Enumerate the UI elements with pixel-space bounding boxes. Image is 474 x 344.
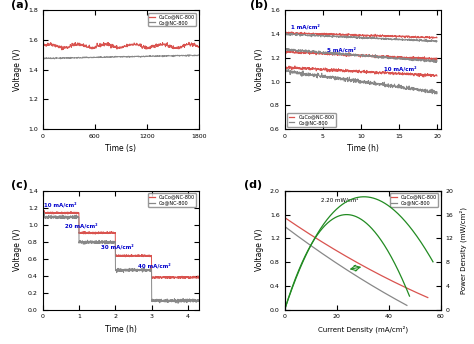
Text: (c): (c) bbox=[11, 181, 28, 191]
Text: 30 mA/cm²: 30 mA/cm² bbox=[101, 244, 134, 249]
Y-axis label: Voltage (V): Voltage (V) bbox=[255, 49, 264, 91]
Y-axis label: Voltage (V): Voltage (V) bbox=[255, 229, 264, 271]
X-axis label: Current Density (mA/cm²): Current Density (mA/cm²) bbox=[318, 325, 408, 333]
Text: 10 mA/cm²: 10 mA/cm² bbox=[383, 66, 416, 72]
Legend: CuCo@NC-800, Co@NC-800: CuCo@NC-800, Co@NC-800 bbox=[147, 193, 196, 207]
X-axis label: Time (h): Time (h) bbox=[105, 325, 137, 334]
X-axis label: Time (h): Time (h) bbox=[347, 144, 379, 153]
Text: 2.20 mW/cm²: 2.20 mW/cm² bbox=[321, 197, 359, 203]
Legend: CuCo@NC-800, Co@NC-800: CuCo@NC-800, Co@NC-800 bbox=[287, 113, 336, 127]
Legend: CuCo@NC-800, Co@NC-800: CuCo@NC-800, Co@NC-800 bbox=[390, 193, 438, 207]
Text: 10 mA/cm²: 10 mA/cm² bbox=[45, 202, 77, 207]
Legend: CuCo@NC-800, Co@NC-800: CuCo@NC-800, Co@NC-800 bbox=[147, 13, 196, 26]
Text: (a): (a) bbox=[11, 0, 29, 10]
Y-axis label: Voltage (V): Voltage (V) bbox=[13, 229, 22, 271]
Text: (d): (d) bbox=[244, 181, 262, 191]
Text: 1 mA/cm²: 1 mA/cm² bbox=[291, 24, 319, 30]
X-axis label: Time (s): Time (s) bbox=[105, 144, 136, 153]
Text: 5 mA/cm²: 5 mA/cm² bbox=[327, 47, 356, 52]
Text: (b): (b) bbox=[250, 0, 268, 10]
Y-axis label: Voltage (V): Voltage (V) bbox=[13, 49, 22, 91]
Y-axis label: Power Density (mW/cm²): Power Density (mW/cm²) bbox=[459, 207, 466, 294]
Text: 40 mA/cm²: 40 mA/cm² bbox=[138, 263, 171, 268]
Text: 20 mA/cm²: 20 mA/cm² bbox=[65, 223, 98, 228]
